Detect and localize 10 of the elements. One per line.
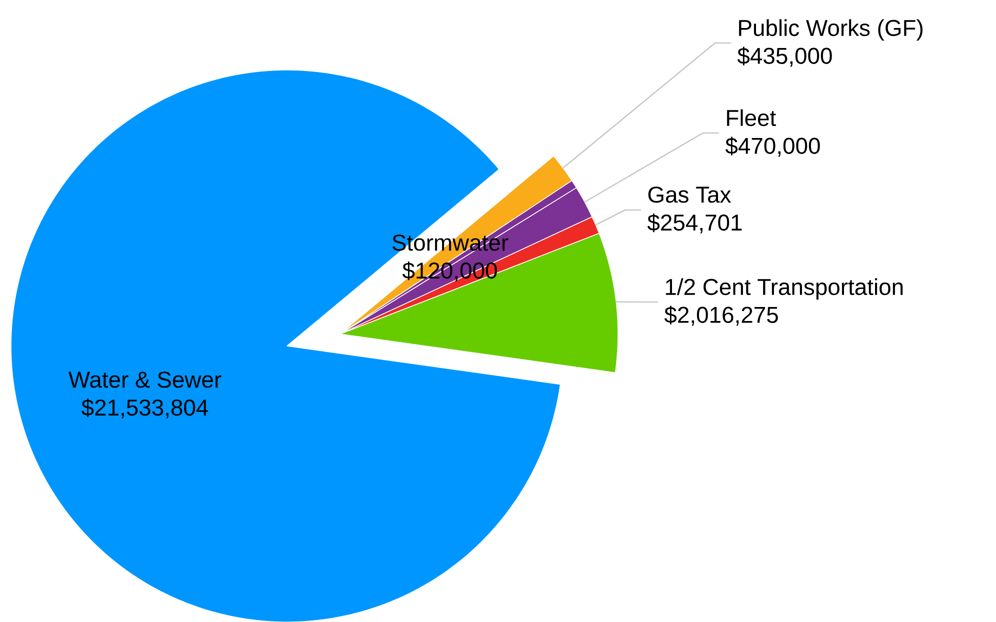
slice-label: Gas Tax xyxy=(648,186,732,203)
data-label: $470,000 xyxy=(725,136,820,157)
data-label: $254,701 xyxy=(647,214,742,234)
data-label: $2,016,275 xyxy=(664,306,778,326)
slice-label: Fleet xyxy=(727,109,776,126)
slice-label: 1/2 Cent Transportation xyxy=(666,278,903,300)
slice-label: Water & Sewer xyxy=(68,372,222,388)
data-label: $435,000 xyxy=(737,46,832,67)
data-label: $21,533,804 xyxy=(82,398,208,418)
slice-label: Public Works (GF) xyxy=(739,19,922,41)
